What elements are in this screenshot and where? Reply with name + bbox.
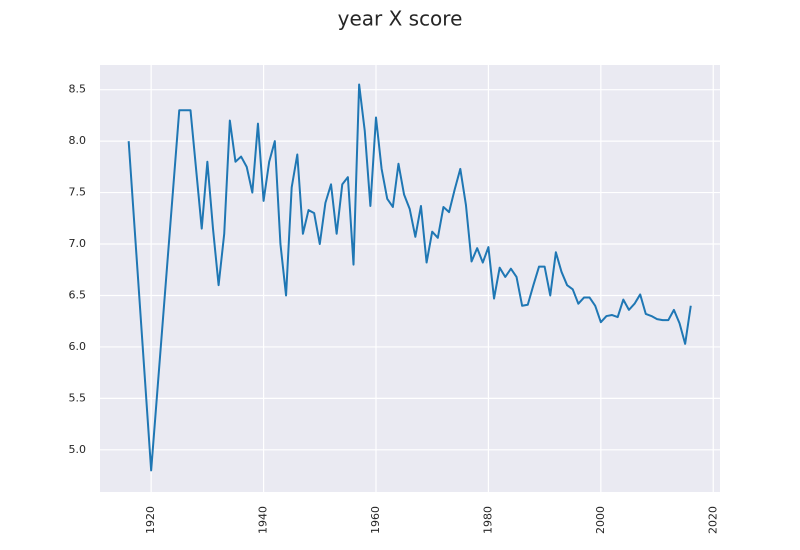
y-tick-label: 8.0 [69, 134, 87, 147]
y-tick-label: 6.0 [69, 340, 87, 353]
x-tick-label: 1960 [369, 506, 382, 534]
plot-background [100, 65, 720, 492]
x-tick-label: 2020 [706, 506, 719, 534]
y-tick-label: 6.5 [69, 288, 87, 301]
y-tick-label: 5.5 [69, 391, 87, 404]
y-tick-label: 7.0 [69, 237, 87, 250]
chart-title: year X score [338, 7, 463, 31]
y-tick-label: 8.5 [69, 83, 87, 96]
x-tick-label: 1980 [481, 506, 494, 534]
x-tick-label: 1920 [144, 506, 157, 534]
x-tick-label: 1940 [257, 506, 270, 534]
x-tick-label: 2000 [594, 506, 607, 534]
y-tick-label: 5.0 [69, 443, 87, 456]
data-line [127, 83, 692, 472]
y-tick-label: 7.5 [69, 186, 87, 199]
